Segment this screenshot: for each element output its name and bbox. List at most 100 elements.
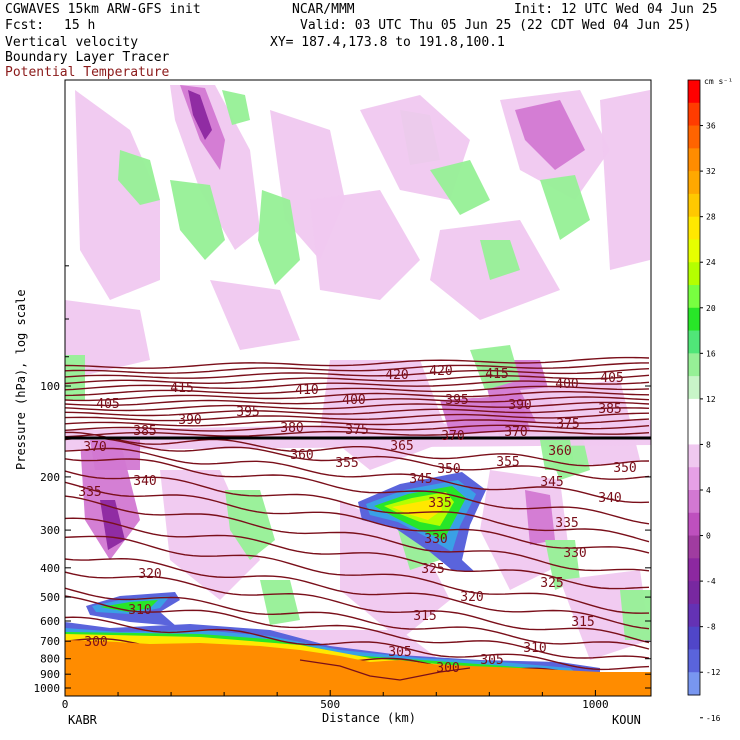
colorbar-label--12: -12 <box>706 668 721 677</box>
colorbar-swatch-18 <box>688 490 700 514</box>
colorbar-label-4: 4 <box>706 486 711 495</box>
theta-label-345-1: 345 <box>540 475 563 490</box>
theta-label-320-1: 320 <box>460 590 483 605</box>
theta-label-330-1: 330 <box>563 546 586 561</box>
strat-isentrope-13 <box>65 356 650 369</box>
model-title: CGWAVES 15km ARW-GFS init <box>5 2 201 17</box>
theta-label-315-0: 315 <box>413 609 436 624</box>
colorbar-swatch-8 <box>688 262 700 286</box>
w-contour-18 <box>480 240 520 280</box>
colorbar-swatch-11 <box>688 330 700 354</box>
theta-label-395-1: 395 <box>445 393 468 408</box>
strat-isentrope-9 <box>65 380 650 391</box>
theta-label-370-0: 370 <box>83 440 106 455</box>
isentrope-13 <box>65 437 650 480</box>
field-boundary-layer-tracer: Boundary Layer Tracer <box>5 50 170 65</box>
y-tick-label-200: 200 <box>40 471 60 484</box>
theta-label-350-1: 350 <box>613 461 636 476</box>
theta-label-335-1: 335 <box>428 496 451 511</box>
theta-label-315-1: 315 <box>571 615 594 630</box>
colorbar-label-8: 8 <box>706 440 711 449</box>
w-contour-9 <box>310 190 420 300</box>
w-contour-0 <box>170 85 260 250</box>
colorbar-swatch-1 <box>688 102 700 127</box>
w-contour-20 <box>65 300 150 380</box>
strat-isentrope-8 <box>65 385 650 397</box>
w-contour-8 <box>258 190 300 285</box>
colorbar-swatch-26 <box>688 672 700 696</box>
xy-coords: XY= 187.4,173.8 to 191.8,100.1 <box>270 35 505 50</box>
strat-isentrope-6 <box>65 396 650 407</box>
theta-label-360-0: 360 <box>290 448 313 463</box>
colorbar-label-16: 16 <box>706 349 716 358</box>
theta-label-400-0: 400 <box>342 393 365 408</box>
tracer-low-2 <box>100 600 158 612</box>
strat-isentrope-12 <box>65 362 649 374</box>
colorbar-swatch-10 <box>688 307 700 332</box>
x-tick-label-1000: 1000 <box>582 698 609 711</box>
colorbar-label--16: -16 <box>706 714 721 723</box>
w-contour-35 <box>525 490 555 545</box>
colorbar-swatch-12 <box>688 353 700 377</box>
theta-label-400-1: 400 <box>555 377 578 392</box>
w-contour-16 <box>600 90 650 270</box>
isentrope-6 <box>65 535 650 614</box>
theta-label-375-1: 375 <box>556 417 579 432</box>
w-contour-43 <box>540 440 575 470</box>
theta-label-335-0: 335 <box>78 485 101 500</box>
colorbar-swatch-6 <box>688 216 700 240</box>
strat-isentrope-3 <box>65 412 650 422</box>
colorbar-swatch-25 <box>688 649 700 673</box>
strat-isentrope-5 <box>65 401 650 412</box>
w-contour-19 <box>210 280 300 350</box>
colorbar-swatch-5 <box>688 193 700 218</box>
colorbar-frame <box>687 79 701 696</box>
strat-isentrope-2 <box>65 418 650 427</box>
w-contour-42 <box>90 440 140 470</box>
colorbar-swatch-16 <box>688 444 700 468</box>
isentrope-4 <box>65 571 650 644</box>
colorbar-swatch-2 <box>688 125 700 149</box>
theta-label-365-0: 365 <box>390 439 413 454</box>
strat-isentrope-0 <box>65 430 650 438</box>
theta-label-395-0: 395 <box>236 405 259 420</box>
y-tick-label-700: 700 <box>40 635 60 648</box>
theta-label-325-1: 325 <box>540 576 563 591</box>
w-contour-14 <box>430 160 490 215</box>
theta-label-405-0: 405 <box>96 397 119 412</box>
colorbar-swatch-20 <box>688 535 700 559</box>
strat-isentrope-4 <box>65 407 650 417</box>
colorbar-swatch-17 <box>688 467 700 491</box>
colorbar-label-36: 36 <box>706 122 716 131</box>
theta-label-420-0: 420 <box>385 368 408 383</box>
colorbar-swatch-15 <box>688 421 700 445</box>
w-contour-4 <box>170 180 225 260</box>
colorbar-unit: cm s⁻¹ <box>704 77 733 86</box>
y-tick-label-400: 400 <box>40 562 60 575</box>
theta-label-310-0: 310 <box>128 603 151 618</box>
y-tick-label-100: 100 <box>40 380 60 393</box>
colorbar-label-24: 24 <box>706 258 716 267</box>
colorbar-swatch-9 <box>688 285 700 309</box>
x-axis-label: Distance (km) <box>322 711 416 725</box>
theta-label-415-0: 415 <box>170 381 193 396</box>
theta-label-300-0: 300 <box>84 635 107 650</box>
isentrope-3 <box>65 587 650 650</box>
w-contour-24 <box>470 345 520 390</box>
isentrope-8 <box>65 495 650 572</box>
y-tick-label-300: 300 <box>40 524 60 537</box>
isentrope-14 <box>65 431 650 467</box>
theta-label-340-0: 340 <box>133 474 156 489</box>
y-tick-label-800: 800 <box>40 653 60 666</box>
y-tick-label-900: 900 <box>40 668 60 681</box>
left-station-label: KABR <box>68 713 97 727</box>
fcst-value: 15 h <box>64 18 96 33</box>
colorbar-swatch-13 <box>688 376 700 400</box>
isentrope-10 <box>65 470 650 543</box>
colorbar-swatch-0 <box>688 80 700 104</box>
y-tick-label-500: 500 <box>40 591 60 604</box>
w-contour-13 <box>515 100 585 170</box>
colorbar-swatch-23 <box>688 603 700 628</box>
right-station-label: KOUN <box>612 713 641 727</box>
